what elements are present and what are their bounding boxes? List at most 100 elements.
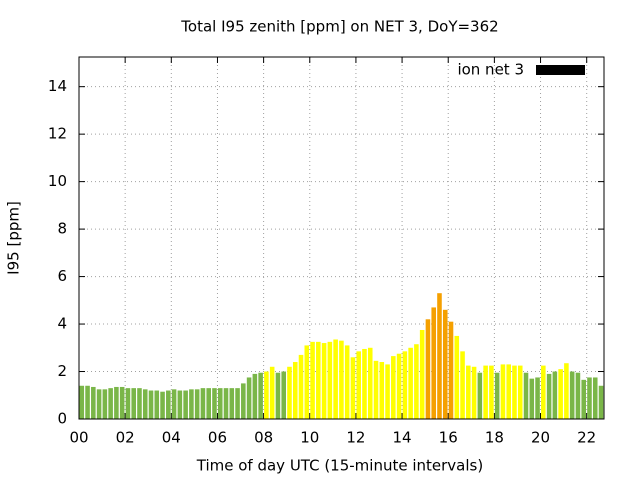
bar (131, 388, 136, 419)
bar (114, 386, 119, 419)
bar (223, 388, 229, 419)
y-tick-label: 12 (48, 125, 67, 143)
bar (166, 390, 171, 419)
bar (119, 386, 125, 419)
bar (281, 371, 286, 419)
bar (408, 347, 413, 419)
bar (460, 351, 465, 419)
bar (569, 371, 575, 419)
bar (142, 389, 148, 419)
y-tick-label: 14 (48, 77, 67, 95)
x-tick-label: 04 (162, 429, 181, 447)
bar (541, 365, 546, 419)
bar (177, 390, 183, 419)
bar (598, 385, 604, 419)
bar (321, 343, 327, 419)
bar (229, 388, 235, 419)
bar (85, 385, 90, 419)
bar (79, 385, 85, 419)
bar (137, 388, 142, 419)
bar (437, 293, 442, 419)
bar (506, 364, 511, 419)
x-axis-label: Time of day UTC (15-minute intervals) (196, 457, 483, 475)
bar (298, 354, 304, 419)
bar (575, 372, 581, 419)
bar (292, 362, 298, 419)
bar (558, 369, 563, 419)
bar (246, 377, 252, 419)
bar (339, 340, 344, 419)
y-tick-label: 6 (57, 267, 67, 285)
bar (419, 329, 425, 419)
y-tick-label: 10 (48, 172, 67, 190)
bar (367, 347, 373, 419)
bar (287, 366, 292, 419)
bar (391, 356, 396, 419)
bar (304, 345, 310, 419)
bar (206, 388, 211, 419)
bar (385, 364, 390, 419)
bar (200, 388, 206, 419)
bar (489, 365, 494, 419)
bar (592, 377, 598, 419)
bar (310, 341, 315, 419)
bar (494, 372, 500, 419)
bar (275, 372, 281, 419)
bar (160, 391, 165, 419)
bar (373, 360, 379, 419)
bar (189, 389, 194, 419)
bar (91, 386, 96, 419)
bar (396, 353, 402, 419)
x-tick-label: 20 (531, 429, 550, 447)
bar (362, 348, 367, 419)
bar (500, 364, 506, 419)
bar (264, 371, 269, 419)
bar (517, 365, 523, 419)
bar (454, 335, 460, 419)
bar (414, 344, 419, 419)
bar (471, 366, 477, 419)
bar (96, 389, 102, 419)
bar (171, 389, 177, 419)
y-tick-label: 8 (57, 220, 67, 238)
bar (546, 373, 552, 419)
bar (466, 365, 471, 419)
bar (523, 372, 529, 419)
bar (212, 388, 217, 419)
x-tick-label: 16 (439, 429, 458, 447)
x-tick-label: 22 (577, 429, 596, 447)
bar (402, 351, 408, 419)
bar (350, 357, 356, 419)
bar (379, 362, 385, 419)
bar (241, 383, 246, 419)
x-tick-label: 14 (393, 429, 412, 447)
bar (102, 389, 108, 419)
y-tick-label: 2 (57, 362, 67, 380)
bar (108, 388, 113, 419)
bar (448, 321, 454, 419)
bar (125, 388, 131, 419)
y-axis-label: I95 [ppm] (5, 201, 23, 275)
x-tick-label: 18 (485, 429, 504, 447)
x-tick-label: 12 (346, 429, 365, 447)
chart-title: Total I95 zenith [ppm] on NET 3, DoY=362 (180, 18, 498, 36)
bar (269, 366, 275, 419)
bar (252, 373, 258, 419)
y-tick-label: 0 (57, 410, 67, 428)
bar (217, 388, 223, 419)
bar (425, 319, 431, 419)
bar (148, 390, 154, 419)
bar (552, 371, 558, 419)
bar (235, 388, 240, 419)
bar (356, 351, 361, 419)
bar (258, 372, 263, 419)
bar (477, 372, 483, 419)
bar (529, 378, 535, 419)
plot-frame (78, 56, 605, 420)
x-tick-label: 08 (254, 429, 273, 447)
x-tick-label: 10 (300, 429, 319, 447)
x-tick-label: 06 (208, 429, 227, 447)
bar (333, 339, 338, 419)
bar (587, 377, 592, 419)
